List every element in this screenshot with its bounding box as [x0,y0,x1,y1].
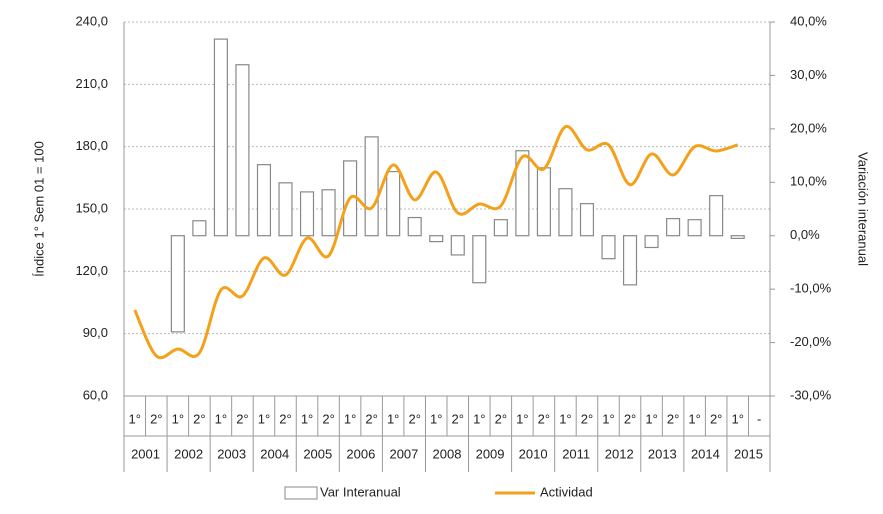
legend-label: Actividad [540,484,593,499]
y2-tick-label: -20,0% [790,334,832,349]
bar [450,235,465,256]
bar [666,218,681,237]
x-tick-label: 1° [645,411,657,426]
y-tick-label: 210,0 [75,76,108,91]
y2-tick-label: 10,0% [790,174,827,189]
year-label: 2015 [734,446,763,461]
x-tick-label: 1° [559,411,571,426]
y2-axis-title: Variación interanual [856,152,871,266]
x-tick-label: 2° [495,411,507,426]
x-tick-label: 2° [365,411,377,426]
year-label: 2002 [174,446,203,461]
bar [278,182,293,237]
bar [472,235,487,284]
bar [644,235,659,249]
year-label: 2013 [648,446,677,461]
legend-swatch [284,486,318,500]
x-tick-label: - [757,411,761,426]
y2-tick-label: 0,0% [790,227,820,242]
x-tick-label: 2° [408,411,420,426]
x-tick-label: 1° [516,411,528,426]
bar [687,219,702,237]
bar [730,235,745,239]
y-tick-label: 120,0 [75,263,108,278]
year-label: 2007 [389,446,418,461]
bar [601,235,616,260]
bar [558,188,573,237]
bar [429,235,444,243]
x-tick-label: 1° [301,411,313,426]
x-tick-label: 2° [236,411,248,426]
year-label: 2009 [476,446,505,461]
year-label: 2006 [346,446,375,461]
bar [386,171,401,237]
bar [622,235,638,286]
x-tick-label: 2° [538,411,550,426]
x-tick-label: 1° [387,411,399,426]
bar [213,38,228,237]
bar [515,150,530,237]
y-tick-label: 240,0 [75,13,108,28]
x-tick-label: 1° [430,411,442,426]
year-label: 2003 [217,446,246,461]
year-label: 2012 [605,446,634,461]
x-tick-label: 1° [215,411,227,426]
x-tick-label: 1° [602,411,614,426]
x-tick-label: 2° [279,411,291,426]
x-tick-label: 2° [624,411,636,426]
x-tick-label: 2° [452,411,464,426]
y2-tick-label: 20,0% [790,120,827,135]
bar [579,203,595,237]
x-tick-label: 2° [150,411,162,426]
x-tick-label: 1° [731,411,743,426]
bar [192,220,207,237]
y2-tick-label: 40,0% [790,13,827,28]
bar [536,167,551,237]
x-tick-label: 2° [193,411,205,426]
y-tick-label: 150,0 [75,200,108,215]
bar [256,164,272,237]
bar [709,195,724,237]
year-label: 2001 [131,446,160,461]
x-tick-label: 2° [322,411,334,426]
legend-label: Var Interanual [320,484,401,499]
bar [493,219,508,237]
year-label: 2014 [691,446,720,461]
x-tick-label: 2° [581,411,593,426]
y2-tick-label: -10,0% [790,281,832,296]
x-tick-label: 1° [688,411,700,426]
y2-tick-label: -30,0% [790,387,832,402]
bar [299,191,315,237]
x-tick-label: 2° [667,411,679,426]
bar [407,216,422,237]
x-tick-label: 1° [473,411,485,426]
y2-tick-label: 30,0% [790,67,827,82]
y-tick-label: 180,0 [75,138,108,153]
x-tick-label: 1° [344,411,356,426]
y-tick-label: 90,0 [83,325,108,340]
y-axis-title: Índice 1° Sem 01 = 100 [31,141,46,277]
x-tick-label: 1° [129,411,141,426]
year-label: 2010 [519,446,548,461]
y-tick-label: 60,0 [83,387,108,402]
year-label: 2008 [433,446,462,461]
line [133,125,739,360]
x-tick-label: 1° [258,411,270,426]
bar [170,235,185,333]
year-label: 2005 [303,446,332,461]
year-label: 2004 [260,446,289,461]
bar [364,136,379,237]
bar [321,189,336,237]
bar [235,64,250,237]
year-label: 2011 [562,446,590,461]
x-tick-label: 1° [172,411,184,426]
x-tick-label: 2° [710,411,722,426]
